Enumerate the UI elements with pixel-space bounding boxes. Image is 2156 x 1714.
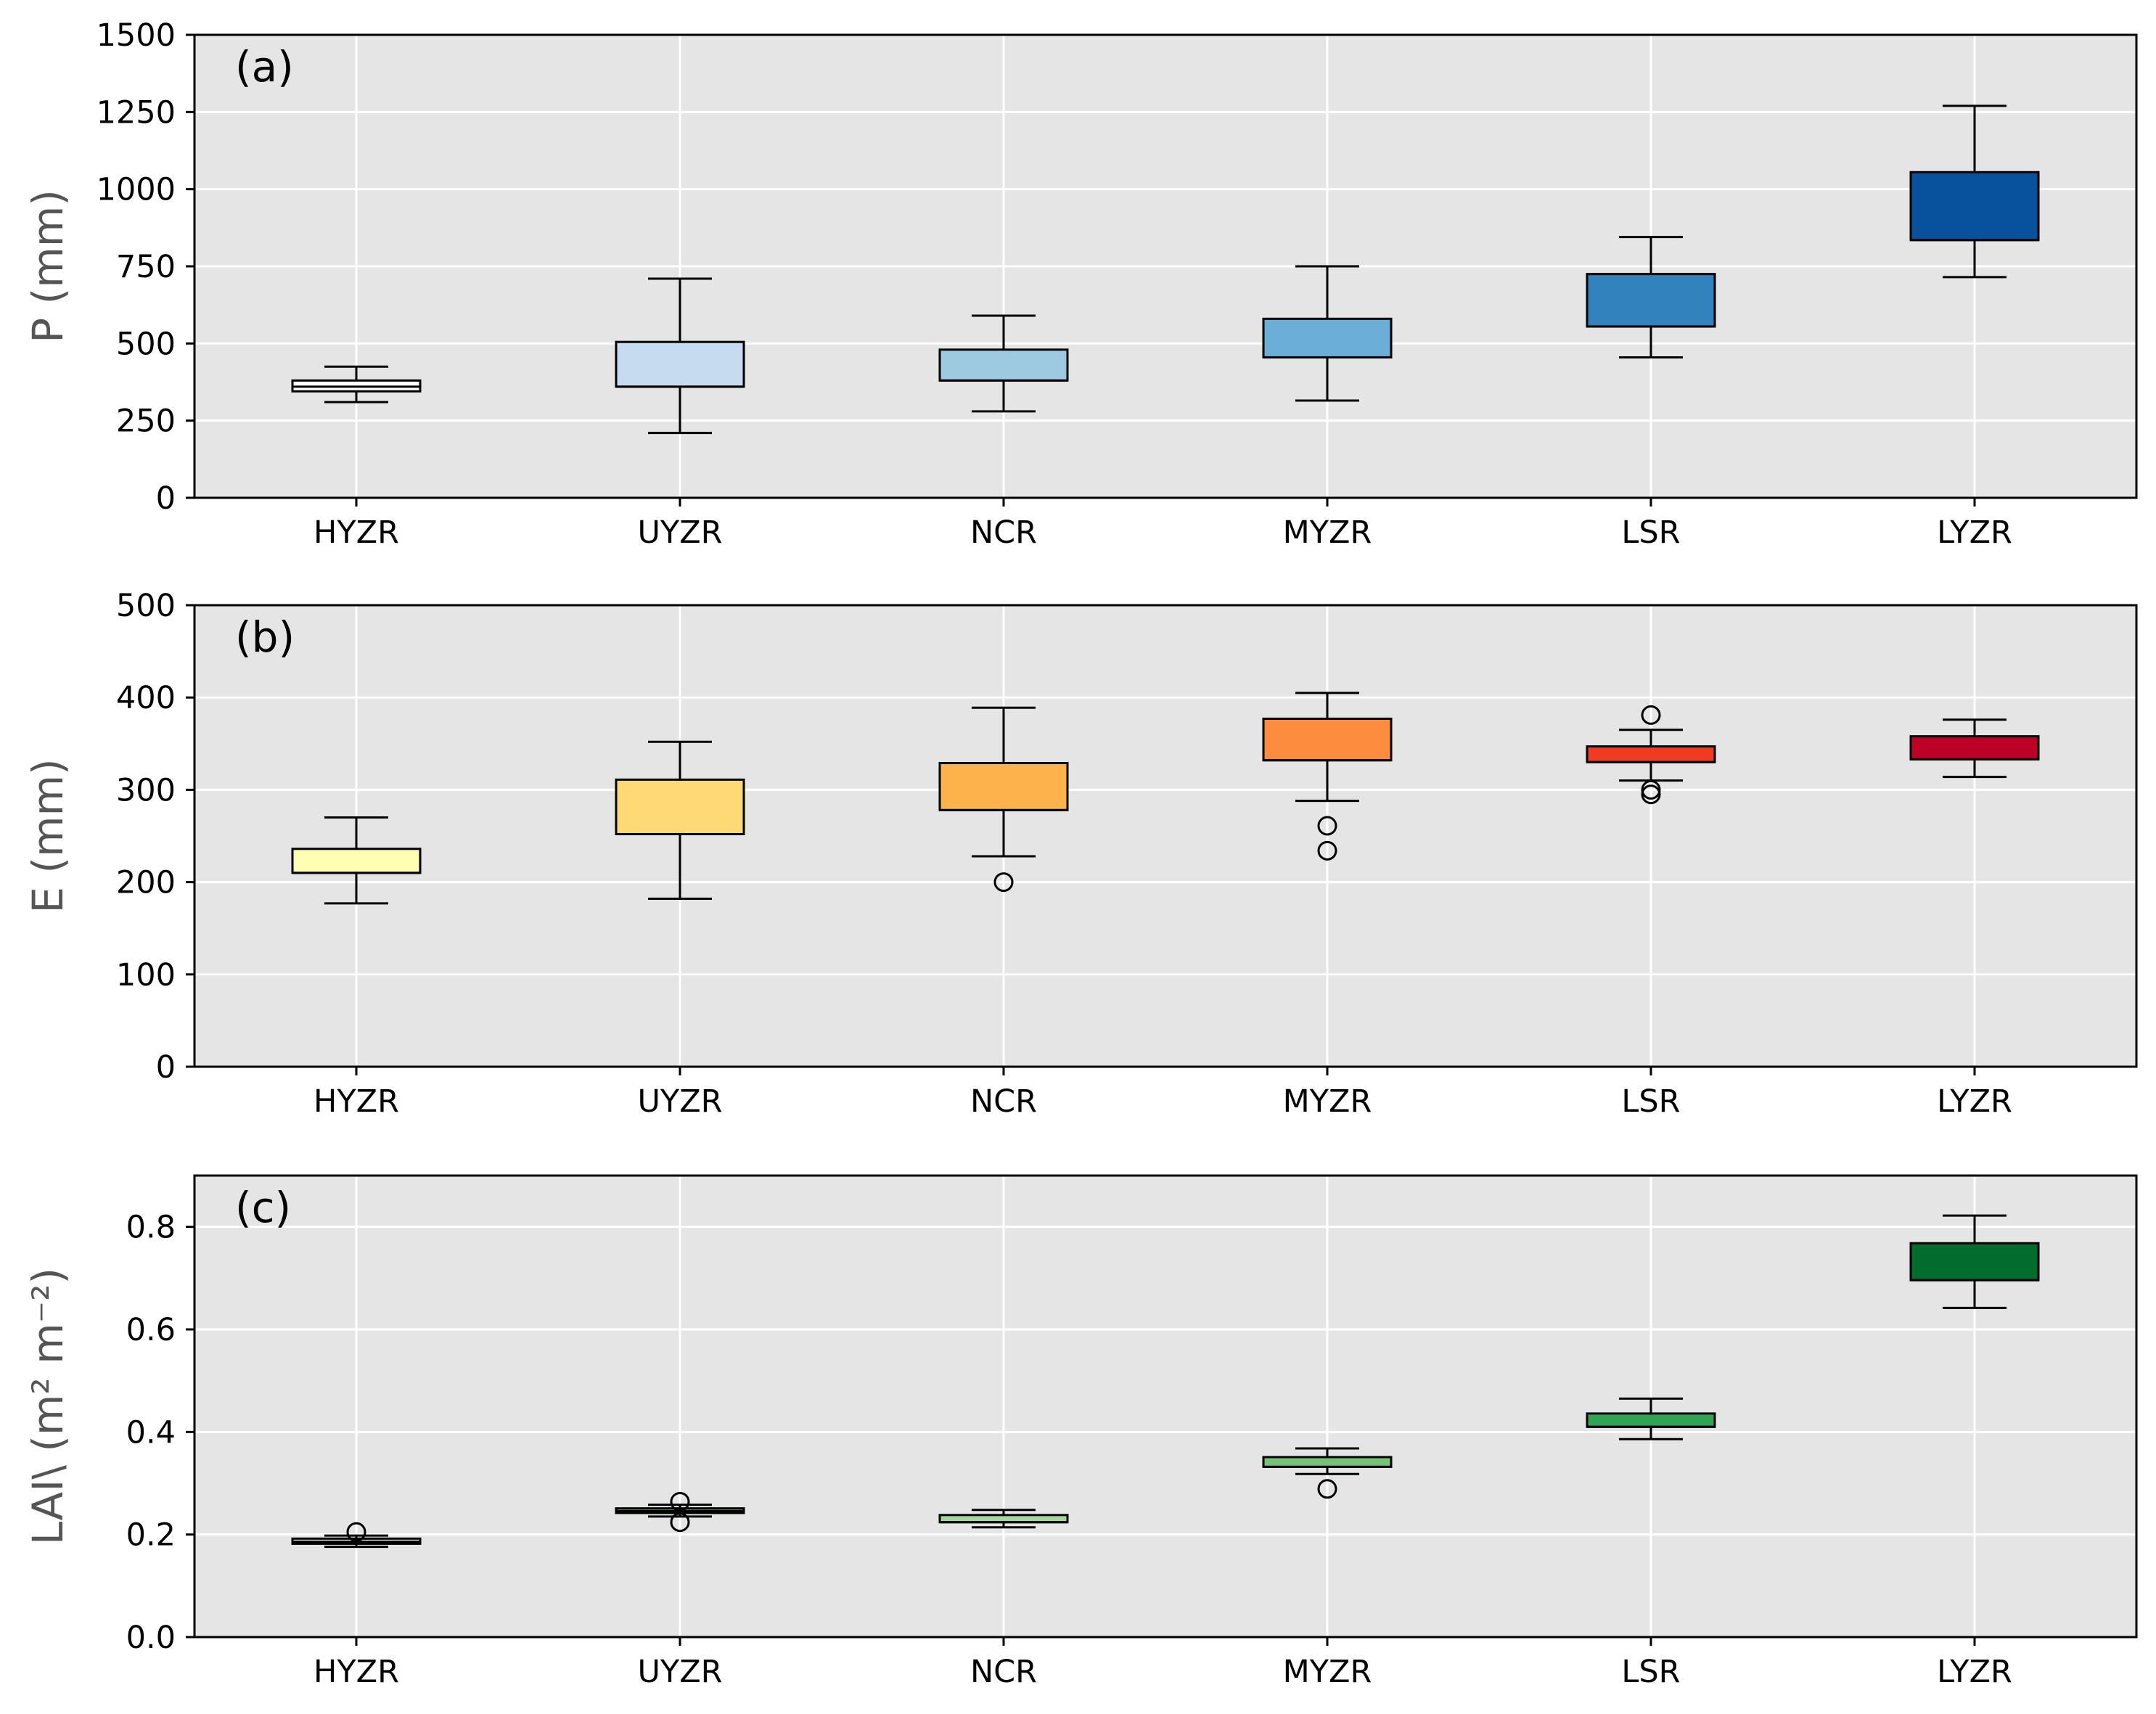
outlier-point [1641, 784, 1661, 805]
box-myzr [1262, 692, 1393, 861]
category-label: HYZR [313, 514, 399, 551]
box-ncr [938, 706, 1069, 893]
ytick-label: 0.6 [126, 1312, 176, 1348]
outlier-point [1317, 1479, 1337, 1499]
panel-label: (b) [235, 612, 295, 662]
box-iqr [1586, 1412, 1716, 1428]
outlier-point [346, 1522, 366, 1542]
category-label: LSR [1621, 514, 1680, 551]
box-lsr [1586, 705, 1716, 805]
box-hyzr [291, 816, 422, 905]
outlier-point [1641, 705, 1661, 725]
box-ncr [938, 314, 1069, 413]
panel-c: 0.0 0.2 0.4 0.6 0.8 HYZR UYZR NCR MYZR LSR LYZR (c)… [23, 1174, 2138, 1690]
box-lyzr [1909, 1214, 2040, 1309]
ytick-label: 1500 [97, 17, 176, 54]
box-iqr [615, 340, 745, 388]
panel-label: (a) [235, 42, 294, 91]
y-axis-title: E (mm) [23, 758, 73, 913]
ytick-label: 200 [116, 865, 176, 901]
box-iqr [1586, 745, 1716, 763]
category-label: HYZR [313, 1654, 399, 1690]
box-iqr [1909, 735, 2040, 760]
axes-frame [193, 1174, 2138, 1639]
box-iqr [1262, 717, 1393, 762]
box-myzr [1262, 1447, 1393, 1499]
box-iqr [938, 348, 1069, 382]
axes-frame [193, 604, 2138, 1068]
category-label: LYZR [1937, 1654, 2012, 1690]
category-label: UYZR [637, 1654, 722, 1690]
outlier-point [993, 872, 1014, 893]
outlier-point [1641, 779, 1661, 800]
plot-area [194, 1176, 2136, 1637]
box-iqr [291, 848, 422, 874]
plot-area [194, 605, 2136, 1067]
box-lsr [1586, 236, 1716, 358]
ytick-label: 0.0 [126, 1620, 176, 1656]
category-label: LSR [1621, 1083, 1680, 1120]
y-axis-title: P (mm) [23, 189, 73, 343]
category-label: LYZR [1937, 514, 2012, 551]
category-label: NCR [970, 514, 1037, 551]
box-iqr [1586, 273, 1716, 328]
ytick-label: 0 [156, 480, 176, 517]
category-label: NCR [970, 1083, 1037, 1120]
box-iqr [938, 762, 1069, 811]
category-label: MYZR [1283, 514, 1372, 551]
ytick-label: 1000 [97, 172, 176, 208]
panel-label: (c) [235, 1183, 291, 1232]
category-label: LYZR [1937, 1083, 2012, 1120]
panel-b: 0 100 200 300 400 500 HYZR UYZR NCR MYZR LSR LYZR (b… [23, 588, 2138, 1120]
panel-a: 0 250 500 750 1000 1250 1500 HYZR UYZR NCR MYZR LSR… [23, 17, 2138, 551]
category-label: MYZR [1283, 1083, 1372, 1120]
box-lyzr [1909, 104, 2040, 279]
outlier-point [670, 1512, 690, 1533]
box-uyzr [615, 1491, 745, 1533]
category-label: HYZR [313, 1083, 399, 1120]
box-iqr [1262, 317, 1393, 358]
box-iqr [1262, 1456, 1393, 1468]
category-label: UYZR [637, 1083, 722, 1120]
box-ncr [938, 1509, 1069, 1529]
ytick-label: 400 [116, 680, 176, 716]
box-lyzr [1909, 718, 2040, 779]
ytick-label: 100 [116, 957, 176, 993]
category-label: UYZR [637, 514, 722, 551]
box-iqr [1909, 1242, 2040, 1282]
box-lsr [1586, 1397, 1716, 1440]
ytick-label: 0.2 [126, 1517, 176, 1554]
ytick-label: 500 [116, 326, 176, 362]
outlier-point [1317, 816, 1337, 836]
box-uyzr [615, 277, 745, 435]
outlier-point [670, 1491, 690, 1512]
ytick-label: 0.8 [126, 1210, 176, 1246]
box-hyzr [291, 365, 422, 403]
category-label: LSR [1621, 1654, 1680, 1690]
ytick-label: 250 [116, 403, 176, 440]
ytick-label: 500 [116, 588, 176, 624]
outlier-point [1317, 840, 1337, 861]
box-uyzr [615, 740, 745, 900]
category-label: NCR [970, 1654, 1037, 1690]
ytick-label: 1250 [97, 94, 176, 131]
ytick-label: 300 [116, 772, 176, 808]
category-label: MYZR [1283, 1654, 1372, 1690]
ytick-label: 0 [156, 1049, 176, 1086]
box-iqr [1909, 171, 2040, 242]
box-iqr [615, 778, 745, 835]
ytick-label: 750 [116, 249, 176, 285]
y-axis-title: LAI\ (m² m⁻²) [23, 1268, 73, 1545]
box-hyzr [291, 1522, 422, 1549]
ytick-label: 0.4 [126, 1414, 176, 1451]
box-myzr [1262, 265, 1393, 402]
